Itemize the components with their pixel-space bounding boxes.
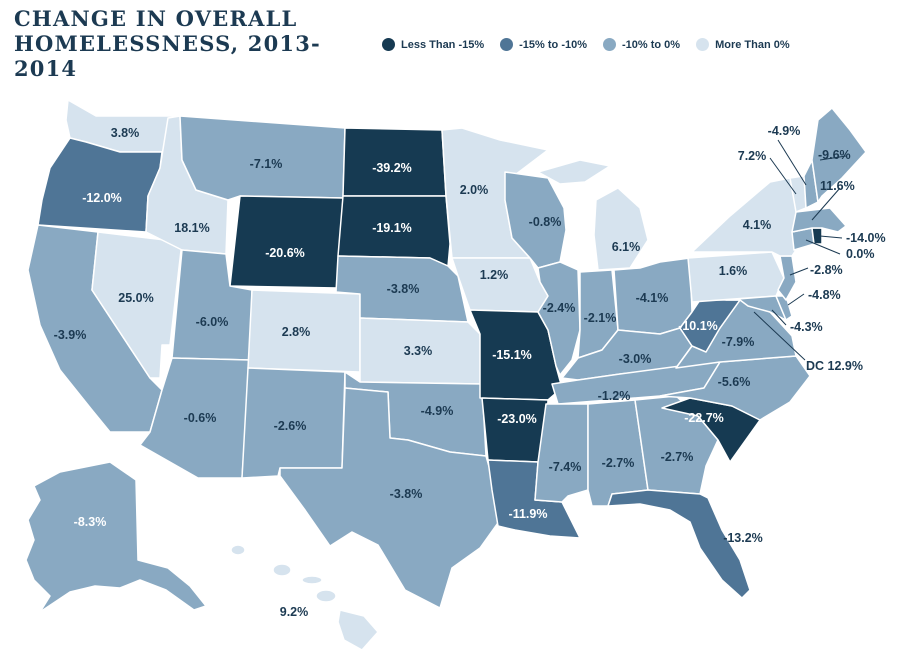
- leader-line-ct: [805, 239, 841, 255]
- leader-line-vt: [769, 157, 797, 195]
- label-nd: -39.2%: [372, 161, 412, 175]
- legend-swatch-light: [696, 38, 710, 51]
- state-il: [537, 261, 581, 376]
- state-hi-kauai: [230, 544, 246, 556]
- legend-label: -10% to 0%: [622, 38, 681, 51]
- leader-line-md: [771, 309, 787, 326]
- leader-line-me: [819, 155, 847, 161]
- state-ny: [691, 177, 801, 257]
- label-or: -12.0%: [82, 191, 122, 205]
- legend-label: -15% to -10%: [519, 38, 587, 51]
- leader-line-dc: [753, 311, 806, 361]
- legend-item-less-than-neg15: Less Than -15%: [382, 38, 484, 51]
- legend-swatch-dark: [382, 38, 395, 51]
- label-nv: 25.0%: [118, 291, 153, 305]
- label-me: -9.6%: [818, 148, 851, 162]
- label-in: -2.1%: [584, 311, 617, 325]
- legend-item-neg10-to-0: -10% to 0%: [603, 38, 680, 51]
- label-wy: -20.6%: [265, 246, 305, 260]
- legend: Less Than -15% -15% to -10% -10% to 0% M…: [382, 38, 790, 51]
- label-pa: 1.6%: [719, 264, 748, 278]
- legend-swatch-medium: [603, 38, 616, 51]
- label-mi: 6.1%: [612, 240, 641, 254]
- label-sd: -19.1%: [372, 221, 412, 235]
- state-hi-big-island: [337, 609, 379, 651]
- state-ia: [451, 257, 549, 313]
- label-hi: 9.2%: [280, 605, 309, 619]
- label-mo: -15.1%: [492, 348, 532, 362]
- leader-line-de: [787, 293, 805, 306]
- label-dc: DC 12.9%: [806, 359, 863, 373]
- label-az: -0.6%: [184, 411, 217, 425]
- label-nm: -2.6%: [274, 419, 307, 433]
- state-hi-molokai: [301, 575, 323, 585]
- label-il: -2.4%: [543, 301, 576, 315]
- label-ky: -3.0%: [619, 352, 652, 366]
- legend-label: Less Than -15%: [401, 38, 485, 51]
- title-line-2: HOMELESSNESS, 2013-2014: [14, 31, 321, 81]
- label-va: -7.9%: [722, 335, 755, 349]
- state-tx: [279, 387, 501, 609]
- label-ga: -2.7%: [661, 450, 694, 464]
- label-ia: 1.2%: [480, 268, 509, 282]
- label-ma: 11.6%: [820, 179, 855, 193]
- label-ks: 3.3%: [404, 344, 433, 358]
- state-hi-maui: [315, 589, 337, 603]
- label-ok: -4.9%: [421, 404, 454, 418]
- label-ne: -3.8%: [387, 282, 420, 296]
- legend-item-more-than-0: More Than 0%: [696, 38, 790, 51]
- label-md: -4.3%: [790, 320, 823, 334]
- label-ar: -23.0%: [497, 412, 537, 426]
- state-ma: [791, 207, 847, 233]
- label-sc: -22.7%: [684, 411, 724, 425]
- legend-swatch-medium-dark: [500, 38, 514, 51]
- map-title: CHANGE IN OVERALL HOMELESSNESS, 2013-201…: [14, 6, 374, 81]
- state-fl: [607, 489, 751, 599]
- label-nj: -2.8%: [810, 263, 843, 277]
- label-de: -4.8%: [808, 288, 841, 302]
- leader-line-ri: [819, 235, 843, 239]
- label-wv: -10.1%: [678, 319, 718, 333]
- legend-label: More Than 0%: [715, 38, 790, 51]
- state-mi-upper: [537, 159, 611, 185]
- state-nv: [91, 231, 183, 379]
- label-ri: -14.0%: [846, 231, 886, 245]
- label-vt: 7.2%: [738, 149, 767, 163]
- title-line-1: CHANGE IN OVERALL: [14, 6, 298, 31]
- state-mi: [593, 187, 649, 271]
- label-wa: 3.8%: [111, 126, 140, 140]
- label-ut: -6.0%: [196, 315, 229, 329]
- state-wy: [229, 195, 344, 289]
- label-oh: -4.1%: [636, 291, 669, 305]
- label-mt: -7.1%: [250, 157, 283, 171]
- label-tx: -3.8%: [390, 487, 423, 501]
- state-ar: [481, 397, 549, 463]
- label-tn: -1.2%: [598, 389, 631, 403]
- state-or: [37, 137, 163, 233]
- legend-item-neg15-to-neg10: -15% to -10%: [500, 38, 587, 51]
- label-ct: 0.0%: [846, 247, 875, 261]
- leader-line-ma: [811, 187, 841, 221]
- label-id: 18.1%: [174, 221, 209, 235]
- leader-line-nh: [777, 139, 807, 186]
- leader-line-nj: [789, 267, 809, 276]
- state-nc: [659, 355, 811, 421]
- label-ms: -7.4%: [549, 460, 582, 474]
- label-ak: -8.3%: [74, 515, 107, 529]
- state-ak: [25, 461, 207, 613]
- label-wi: -0.8%: [529, 215, 562, 229]
- label-mn: 2.0%: [460, 183, 489, 197]
- label-ca: -3.9%: [54, 328, 87, 342]
- state-hi-oahu: [272, 563, 292, 577]
- label-fl: -13.2%: [723, 531, 763, 545]
- label-co: 2.8%: [282, 325, 311, 339]
- label-la: -11.9%: [509, 507, 548, 521]
- state-me: [811, 107, 867, 203]
- label-nh: -4.9%: [768, 124, 801, 138]
- label-al: -2.7%: [602, 456, 635, 470]
- label-nc: -5.6%: [718, 375, 751, 389]
- label-ny: 4.1%: [743, 218, 772, 232]
